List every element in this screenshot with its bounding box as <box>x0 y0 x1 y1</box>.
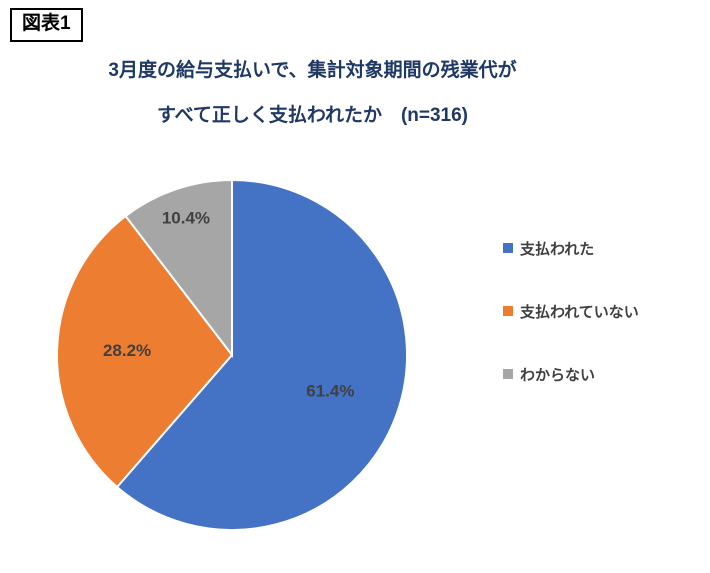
pie-slice-1 <box>56 214 234 489</box>
legend-label-not-paid: 支払われていない <box>520 303 639 321</box>
legend-swatch-paid <box>503 243 513 253</box>
legend-item-not-paid: 支払われていない <box>503 301 639 321</box>
legend-swatch-not-paid <box>503 306 513 316</box>
legend-swatch-unknown <box>503 369 513 379</box>
chart-title-line2: すべて正しく支払われたか (n=316) <box>156 105 469 126</box>
figure-label: 図表1 <box>10 8 83 42</box>
legend: 支払われた 支払われていない わからない <box>503 238 639 384</box>
pie-data-label-2: 10.4% <box>162 209 210 228</box>
legend-item-paid: 支払われた <box>503 238 639 258</box>
pie-slice-0 <box>115 178 408 531</box>
legend-label-paid: 支払われた <box>520 240 595 258</box>
pie-data-label-1: 28.2% <box>103 341 151 360</box>
pie-chart: 61.4% 28.2% 10.4% <box>56 178 408 531</box>
pie-chart-area: 61.4% 28.2% 10.4% <box>47 170 417 540</box>
pie-slice-2 <box>124 178 233 358</box>
chart-title-line1: 3月度の給与支払いで、集計対象期間の残業代が <box>108 60 517 81</box>
pie-data-label-0: 61.4% <box>306 381 354 400</box>
legend-label-unknown: わからない <box>520 366 596 384</box>
chart-title: 3月度の給与支払いで、集計対象期間の残業代が すべて正しく支払われたか (n=3… <box>0 48 625 138</box>
legend-item-unknown: わからない <box>503 364 639 384</box>
